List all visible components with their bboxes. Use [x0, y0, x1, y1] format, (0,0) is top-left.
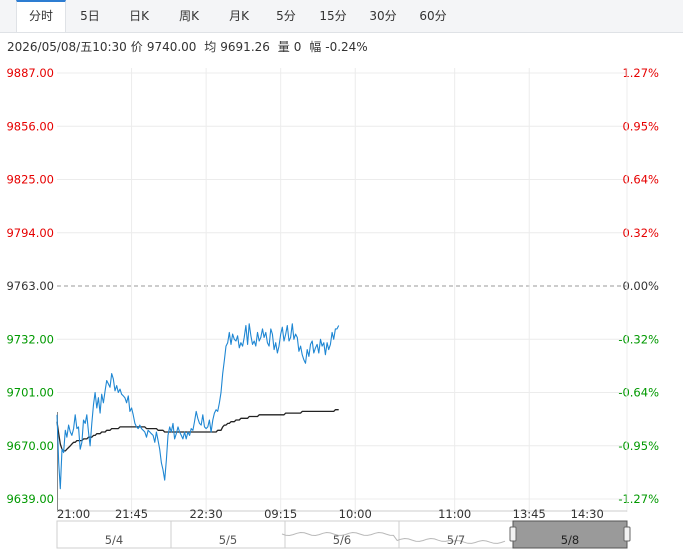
y-tick-label: 9670.00	[6, 439, 54, 453]
info-price: 9740.00	[146, 40, 197, 54]
x-tick-label: 22:30	[190, 507, 223, 521]
pct-tick-label: 1.27%	[622, 66, 659, 80]
pct-tick-label: -0.95%	[618, 439, 659, 453]
y-tick-label: 9825.00	[6, 173, 54, 187]
tab-8[interactable]: 60分	[419, 9, 447, 23]
pct-tick-label: -0.32%	[618, 332, 659, 346]
navigator-day-label: 5/7	[447, 533, 466, 547]
x-tick-label: 21:00	[57, 507, 90, 521]
x-tick-label: 10:00	[339, 507, 372, 521]
pct-tick-label: 0.32%	[622, 226, 659, 240]
tab-3[interactable]: 周K	[179, 9, 199, 23]
tab-1[interactable]: 5日	[80, 9, 100, 23]
average-line	[56, 409, 339, 452]
y-tick-label: 9856.00	[6, 119, 54, 133]
info-avg-label: 均	[204, 40, 217, 54]
tab-4[interactable]: 月K	[229, 9, 249, 23]
info-chg: -0.24%	[325, 40, 368, 54]
info-datetime: 2026/05/08/五10:30	[7, 40, 127, 54]
y-tick-label: 9701.00	[6, 386, 54, 400]
navigator-selection[interactable]	[512, 520, 628, 549]
tab-6[interactable]: 15分	[319, 9, 347, 23]
price-line	[56, 323, 340, 490]
navigator-overview-line	[281, 531, 506, 544]
y-tick-label: 9887.00	[6, 66, 54, 80]
tab-0[interactable]: 分时	[16, 0, 66, 32]
navigator-handle-left[interactable]	[509, 526, 517, 542]
info-vol-label: 量	[277, 40, 290, 54]
navigator-day-label: 5/8	[561, 533, 580, 547]
pct-tick-label: -1.27%	[618, 492, 659, 506]
info-price-label: 价	[130, 40, 143, 54]
y-tick-label: 9732.00	[6, 332, 54, 346]
tab-2[interactable]: 日K	[129, 9, 149, 23]
pct-tick-label: 0.00%	[622, 279, 659, 293]
x-tick-label: 21:45	[115, 507, 148, 521]
navigator-day-label: 5/4	[105, 533, 124, 547]
period-tabs: 分时 5日 日K 周K 月K 5分 15分 30分 60分	[0, 0, 683, 33]
x-tick-label: 13:45	[513, 507, 546, 521]
y-tick-label: 9763.00	[6, 279, 54, 293]
navigator-day-label: 5/5	[219, 533, 238, 547]
x-tick-label: 09:15	[264, 507, 297, 521]
y-tick-label: 9639.00	[6, 492, 54, 506]
x-tick-label: 14:30	[571, 507, 604, 521]
info-chg-label: 幅	[309, 40, 322, 54]
pct-tick-label: 0.95%	[622, 119, 659, 133]
x-tick-label: 11:00	[438, 507, 471, 521]
info-vol: 0	[293, 40, 302, 54]
navigator-handle-right[interactable]	[623, 526, 631, 542]
y-tick-label: 9794.00	[6, 226, 54, 240]
pct-tick-label: 0.64%	[622, 173, 659, 187]
navigator-day-label: 5/6	[333, 533, 352, 547]
info-avg: 9691.26	[220, 40, 270, 54]
tab-5[interactable]: 5分	[276, 9, 296, 23]
pct-tick-label: -0.64%	[618, 386, 659, 400]
tab-7[interactable]: 30分	[369, 9, 397, 23]
